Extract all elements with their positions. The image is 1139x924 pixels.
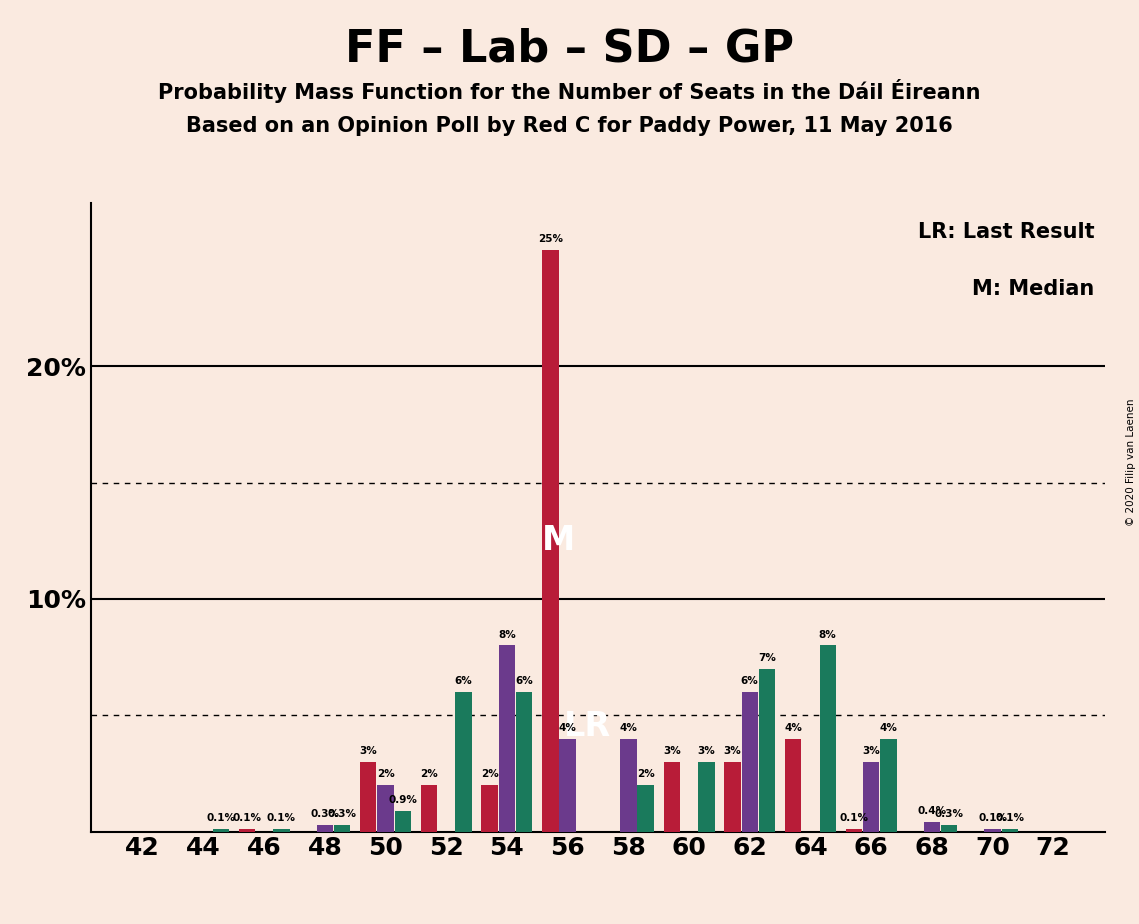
Text: 0.1%: 0.1% [995,813,1024,823]
Bar [785,738,802,832]
Bar [880,738,896,832]
Bar [542,249,558,832]
Text: 6%: 6% [740,676,759,687]
Text: 6%: 6% [454,676,473,687]
Text: 4%: 4% [620,723,637,733]
Bar [213,829,229,832]
Text: 0.9%: 0.9% [388,795,417,805]
Bar [845,829,862,832]
Bar [820,646,836,832]
Text: 4%: 4% [879,723,898,733]
Text: 2%: 2% [637,770,655,779]
Text: 0.4%: 0.4% [917,807,947,817]
Text: 8%: 8% [819,629,837,639]
Bar [664,761,680,832]
Bar [620,738,637,832]
Bar [394,810,411,832]
Bar [741,692,757,832]
Bar [377,785,394,832]
Bar [273,829,289,832]
Bar [317,824,333,832]
Text: Based on an Opinion Poll by Red C for Paddy Power, 11 May 2016: Based on an Opinion Poll by Red C for Pa… [186,116,953,136]
Bar [456,692,472,832]
Bar [724,761,740,832]
Text: M: M [542,524,575,557]
Text: 3%: 3% [862,746,880,756]
Text: FF – Lab – SD – GP: FF – Lab – SD – GP [345,28,794,71]
Text: 6%: 6% [515,676,533,687]
Bar [941,824,957,832]
Text: 2%: 2% [377,770,394,779]
Text: 7%: 7% [759,653,776,663]
Bar [499,646,515,832]
Bar [984,829,1001,832]
Text: LR: Last Result: LR: Last Result [918,222,1095,242]
Text: 0.3%: 0.3% [935,808,964,819]
Text: LR: LR [564,711,611,744]
Bar [698,761,714,832]
Text: 0.1%: 0.1% [839,813,868,823]
Bar [334,824,351,832]
Text: 3%: 3% [723,746,741,756]
Bar [516,692,532,832]
Bar [924,822,940,832]
Bar [420,785,437,832]
Text: 3%: 3% [663,746,681,756]
Bar [239,829,255,832]
Text: 0.1%: 0.1% [267,813,296,823]
Text: Probability Mass Function for the Number of Seats in the Dáil Éireann: Probability Mass Function for the Number… [158,79,981,103]
Text: 3%: 3% [697,746,715,756]
Text: 0.3%: 0.3% [328,808,357,819]
Text: 0.3%: 0.3% [310,808,339,819]
Text: 2%: 2% [481,770,499,779]
Bar [1001,829,1018,832]
Text: 3%: 3% [359,746,377,756]
Text: 0.1%: 0.1% [232,813,261,823]
Bar [360,761,376,832]
Bar [863,761,879,832]
Text: M: Median: M: Median [973,279,1095,298]
Text: 0.1%: 0.1% [978,813,1007,823]
Bar [559,738,576,832]
Text: 8%: 8% [498,629,516,639]
Text: 4%: 4% [784,723,802,733]
Text: 25%: 25% [538,234,563,244]
Bar [759,669,776,832]
Text: 4%: 4% [559,723,576,733]
Bar [638,785,654,832]
Text: 0.1%: 0.1% [206,813,236,823]
Text: 2%: 2% [420,770,437,779]
Text: © 2020 Filip van Laenen: © 2020 Filip van Laenen [1126,398,1136,526]
Bar [482,785,498,832]
